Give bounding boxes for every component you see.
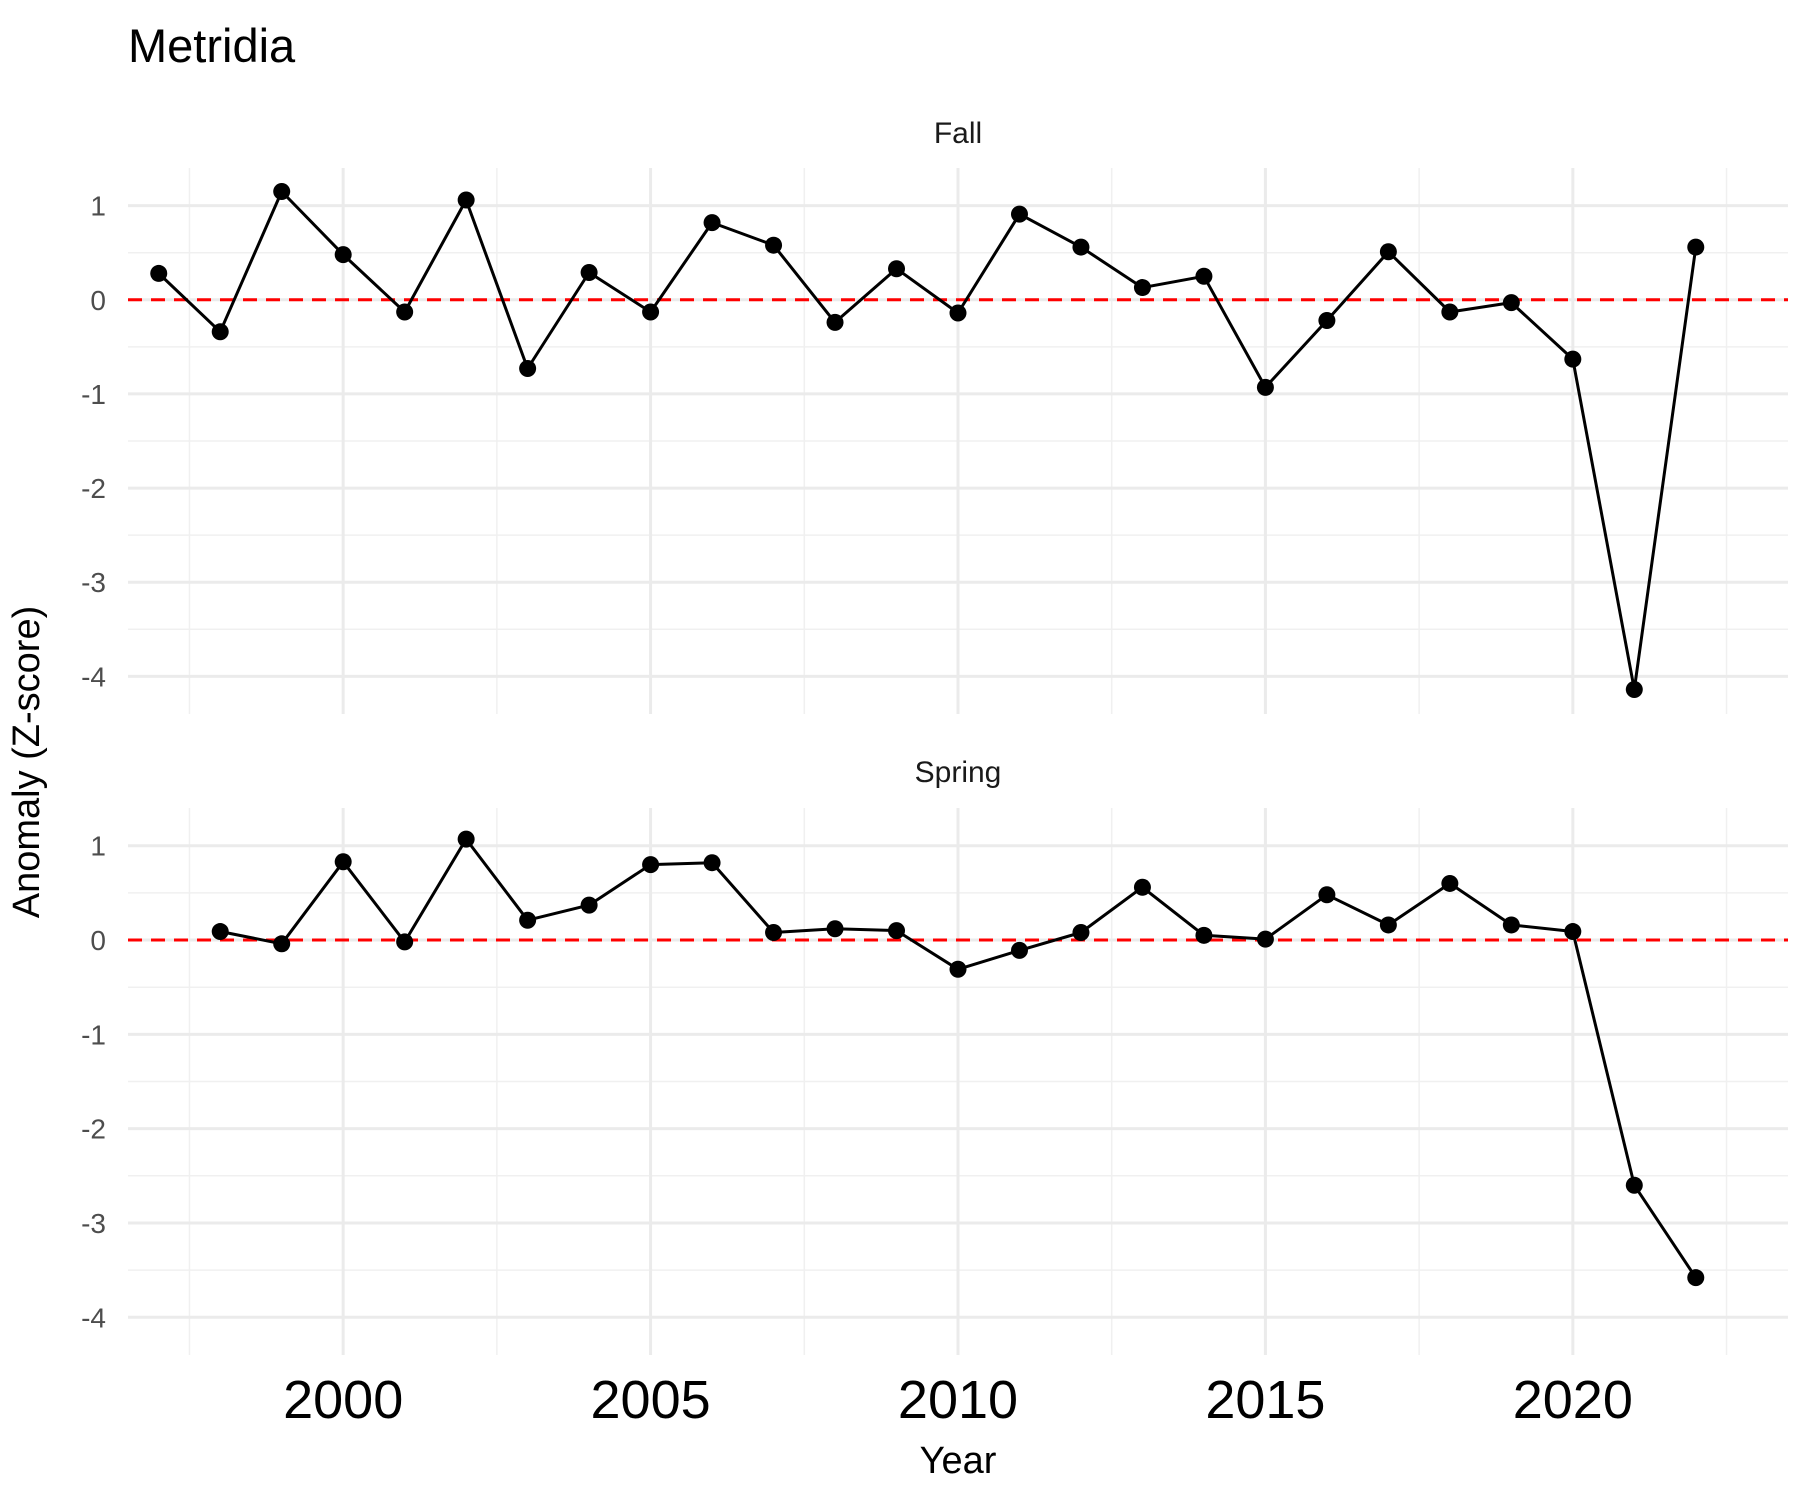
data-point xyxy=(1195,267,1213,285)
plot-layer: Fall -4 -3 -2 -1 0 1 Spring -4 -3 -2 -1 0 1 2000 2005 20… xyxy=(81,117,1788,1430)
data-point xyxy=(949,304,967,322)
data-point xyxy=(888,922,906,940)
data-point xyxy=(1441,303,1459,321)
data-point xyxy=(1687,238,1705,256)
data-point xyxy=(211,923,229,941)
y-tick-label: -2 xyxy=(81,473,106,504)
data-point xyxy=(519,911,537,929)
data-point xyxy=(580,263,598,281)
panel-spring: Spring -4 -3 -2 -1 0 1 xyxy=(81,756,1788,1355)
data-point xyxy=(334,246,352,264)
data-point xyxy=(1010,205,1028,223)
y-tick-label: -3 xyxy=(81,1208,106,1239)
data-point xyxy=(1502,294,1520,312)
data-point xyxy=(1072,238,1090,256)
data-point xyxy=(1441,874,1459,892)
data-point xyxy=(1502,916,1520,934)
data-point xyxy=(765,923,783,941)
x-tick-label: 2015 xyxy=(1205,1370,1325,1430)
data-point xyxy=(642,303,660,321)
y-tick-label: -1 xyxy=(81,379,106,410)
panel-strip-label: Spring xyxy=(915,756,1002,789)
data-point xyxy=(150,264,168,282)
data-point xyxy=(949,960,967,978)
data-point xyxy=(519,360,537,378)
y-tick-label: -1 xyxy=(81,1019,106,1050)
data-point xyxy=(1625,1176,1643,1194)
data-point xyxy=(1256,378,1274,396)
series-line xyxy=(157,190,1698,691)
y-tick-label: -4 xyxy=(81,661,106,692)
x-axis-title: Year xyxy=(920,1440,997,1482)
data-point xyxy=(1564,350,1582,368)
data-point xyxy=(1010,941,1028,959)
data-point xyxy=(703,854,721,872)
data-point xyxy=(1564,923,1582,941)
y-axis-title: Anomaly (Z-score) xyxy=(6,606,48,919)
y-tick-label: 1 xyxy=(90,191,106,222)
x-tick-label: 2020 xyxy=(1513,1370,1633,1430)
data-point xyxy=(273,935,291,953)
data-point xyxy=(1133,279,1151,297)
y-tick-label: 1 xyxy=(90,831,106,862)
data-point xyxy=(457,830,475,848)
data-point xyxy=(642,856,660,874)
data-point xyxy=(211,323,229,341)
data-point xyxy=(1687,1269,1705,1287)
y-tick-label: -2 xyxy=(81,1114,106,1145)
y-tick-label: -4 xyxy=(81,1302,106,1333)
x-tick-label: 2000 xyxy=(283,1370,403,1430)
data-point xyxy=(826,313,844,331)
data-point xyxy=(1072,923,1090,941)
data-point xyxy=(334,853,352,871)
data-point xyxy=(1318,886,1336,904)
y-tick-label: 0 xyxy=(90,925,106,956)
data-point xyxy=(396,303,414,321)
panel-strip-label: Fall xyxy=(934,117,982,150)
data-point xyxy=(1379,243,1397,261)
data-point xyxy=(580,896,598,914)
data-point xyxy=(1195,926,1213,944)
data-point xyxy=(826,920,844,938)
data-point xyxy=(457,191,475,209)
chart-title: Metridia xyxy=(128,19,296,72)
data-point xyxy=(703,214,721,232)
data-point xyxy=(1133,878,1151,896)
data-point xyxy=(1318,312,1336,330)
panel-fall: Fall -4 -3 -2 -1 0 1 xyxy=(81,117,1788,714)
data-point xyxy=(273,183,291,201)
data-point xyxy=(765,236,783,254)
data-point xyxy=(888,260,906,278)
x-tick-label: 2005 xyxy=(591,1370,711,1430)
y-tick-label: -3 xyxy=(81,567,106,598)
x-tick-label: 2010 xyxy=(898,1370,1018,1430)
y-tick-label: 0 xyxy=(90,285,106,316)
data-point xyxy=(1625,681,1643,699)
data-point xyxy=(396,933,414,951)
data-point xyxy=(1256,930,1274,948)
data-point xyxy=(1379,916,1397,934)
